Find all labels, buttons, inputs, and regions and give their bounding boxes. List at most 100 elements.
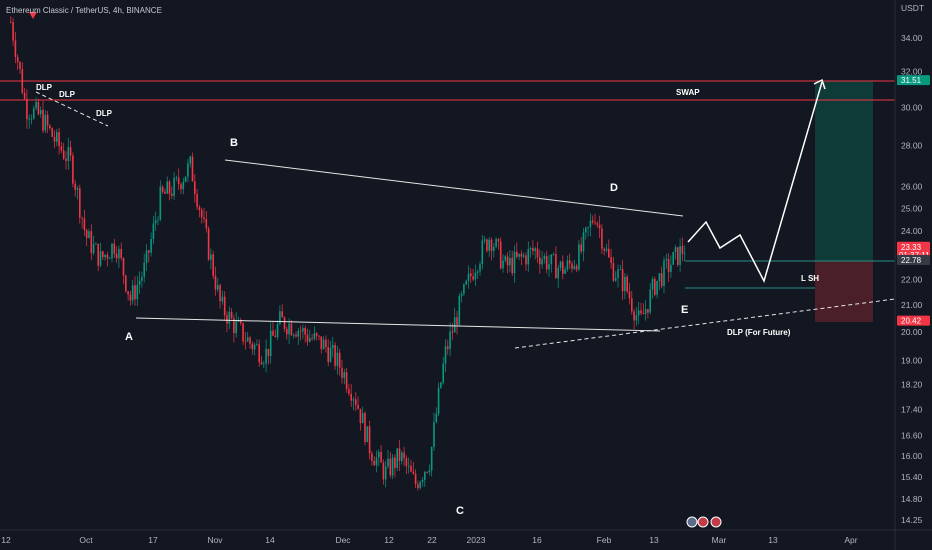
candle-body bbox=[150, 238, 152, 253]
candle-body bbox=[92, 244, 95, 254]
candle-body bbox=[582, 232, 585, 252]
candlestick-series bbox=[10, 16, 686, 491]
candle-body bbox=[663, 260, 665, 287]
candle-body bbox=[69, 147, 72, 156]
price-tick-label: 28.00 bbox=[901, 141, 923, 151]
candle-body bbox=[493, 246, 495, 251]
marker-down-icon bbox=[29, 12, 37, 19]
candle-body bbox=[470, 273, 472, 277]
time-tick-label: Apr bbox=[844, 535, 857, 545]
candle-body bbox=[246, 337, 249, 342]
candle-body bbox=[33, 108, 35, 119]
candle-body bbox=[113, 243, 116, 254]
candle-body bbox=[449, 331, 451, 349]
candle-body bbox=[235, 321, 237, 334]
candle-body bbox=[338, 352, 341, 368]
candle-body bbox=[460, 293, 463, 296]
swap-label: SWAP bbox=[676, 88, 700, 97]
candle-body bbox=[214, 275, 217, 290]
dlp-dashed-line[interactable] bbox=[35, 91, 109, 127]
candle-body bbox=[108, 258, 111, 260]
candle-body bbox=[511, 258, 513, 274]
candle-body bbox=[182, 181, 185, 190]
candle-body bbox=[677, 247, 679, 265]
candle-body bbox=[233, 318, 235, 334]
candle-body bbox=[175, 177, 178, 179]
candle-body bbox=[161, 186, 164, 192]
candle-body bbox=[244, 341, 247, 343]
candle-body bbox=[559, 261, 562, 268]
candle-body bbox=[504, 256, 507, 261]
candle-body bbox=[391, 457, 394, 476]
candle-body bbox=[309, 338, 311, 342]
candle-body bbox=[53, 136, 56, 142]
candle-body bbox=[191, 156, 194, 182]
candle-body bbox=[127, 291, 129, 295]
candle-body bbox=[419, 481, 421, 489]
candle-body bbox=[465, 280, 467, 285]
candle-body bbox=[417, 484, 419, 489]
candle-body bbox=[539, 257, 541, 265]
candle-body bbox=[44, 114, 47, 131]
price-tick-label: 17.40 bbox=[901, 404, 923, 414]
candle-body bbox=[435, 413, 438, 422]
candle-body bbox=[479, 264, 481, 272]
candle-body bbox=[173, 177, 175, 196]
time-tick-label: 22 bbox=[427, 535, 437, 545]
candle-body bbox=[39, 110, 42, 115]
dlp-future-label: DLP (For Future) bbox=[727, 328, 791, 337]
candle-body bbox=[364, 413, 366, 443]
candle-body bbox=[665, 259, 668, 261]
price-tick-label: 30.00 bbox=[901, 102, 923, 112]
trendline-b-d[interactable] bbox=[224, 159, 684, 217]
candle-body bbox=[28, 118, 30, 120]
candle-body bbox=[458, 295, 461, 325]
candle-body bbox=[405, 458, 408, 466]
candle-body bbox=[95, 243, 97, 245]
candle-body bbox=[545, 255, 548, 270]
trendline-a-e[interactable] bbox=[135, 317, 661, 332]
event-flag-icon[interactable] bbox=[710, 516, 722, 528]
projection-path[interactable] bbox=[687, 81, 823, 284]
candle-body bbox=[187, 163, 189, 177]
candle-body bbox=[12, 22, 14, 41]
symbol-legend[interactable]: Ethereum Classic / TetherUS, 4h, BINANCE bbox=[6, 6, 162, 15]
candle-body bbox=[527, 249, 530, 265]
price-tick-label: 22.00 bbox=[901, 274, 923, 284]
candle-body bbox=[288, 323, 290, 335]
candle-body bbox=[311, 338, 313, 340]
candle-body bbox=[640, 310, 642, 314]
candle-body bbox=[361, 413, 364, 424]
candle-body bbox=[134, 285, 136, 300]
dlp-future-dashed-line[interactable] bbox=[514, 298, 896, 349]
candle-body bbox=[315, 333, 318, 336]
candle-body bbox=[626, 276, 628, 292]
candle-body bbox=[483, 239, 486, 241]
candle-body bbox=[242, 323, 244, 342]
candle-body bbox=[30, 118, 33, 120]
candle-body bbox=[21, 69, 24, 93]
stop-zone bbox=[815, 261, 873, 322]
event-flag-icon[interactable] bbox=[686, 516, 698, 528]
candle-body bbox=[421, 479, 424, 482]
candle-body bbox=[552, 254, 555, 255]
candle-body bbox=[587, 227, 589, 228]
candle-body bbox=[557, 267, 559, 279]
candle-body bbox=[387, 458, 389, 467]
candle-body bbox=[295, 334, 297, 337]
price-badge bbox=[897, 315, 930, 326]
candle-body bbox=[580, 244, 582, 252]
candle-body bbox=[106, 254, 109, 259]
time-axis[interactable]: 12 Oct 17 Nov 14 Dec 12 22 2023 16 Feb 13 Mar 13 Apr bbox=[1, 535, 858, 545]
candle-body bbox=[516, 251, 518, 257]
candle-body bbox=[141, 276, 143, 281]
candle-body bbox=[373, 460, 375, 466]
price-badge bbox=[897, 254, 930, 265]
time-tick-label: 13 bbox=[649, 535, 659, 545]
candle-body bbox=[177, 177, 180, 185]
candle-body bbox=[143, 262, 145, 277]
event-flag-icon[interactable] bbox=[697, 516, 709, 528]
candle-body bbox=[164, 191, 166, 194]
candle-body bbox=[566, 260, 569, 270]
